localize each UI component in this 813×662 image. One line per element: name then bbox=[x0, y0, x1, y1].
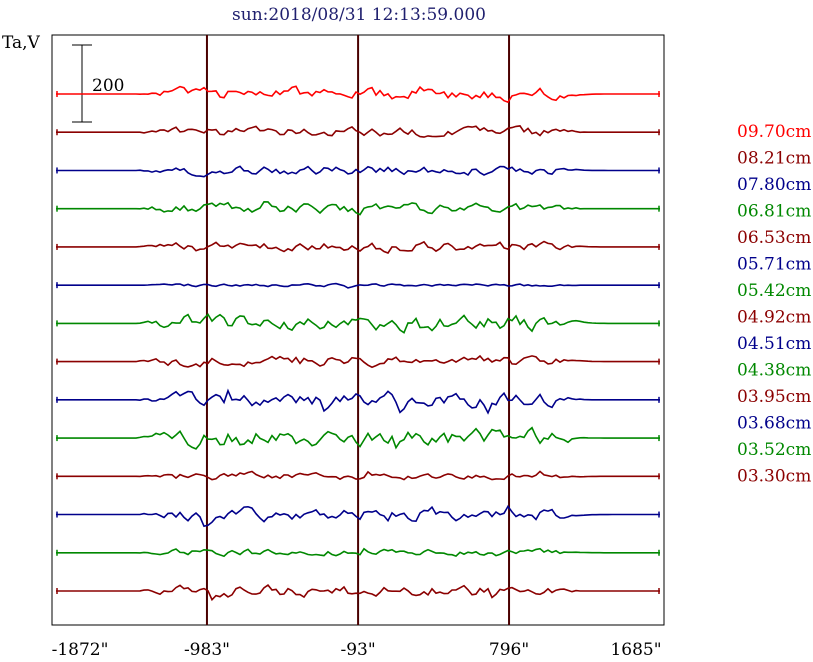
legend-entry-07.80cm: 07.80cm bbox=[737, 175, 811, 195]
series-line-05.71cm bbox=[56, 282, 660, 289]
legend-entry-03.30cm: 03.30cm bbox=[737, 467, 811, 487]
legend-entry-04.51cm: 04.51cm bbox=[737, 334, 811, 354]
series-line-03.30cm bbox=[56, 584, 660, 602]
series-line-07.80cm bbox=[56, 165, 660, 178]
x-tick-label-2: -93" bbox=[340, 640, 375, 660]
x-tick-labels: -1872" -983" -93" 796" 1685" bbox=[52, 640, 662, 660]
series-line-09.70cm bbox=[56, 85, 660, 104]
legend: 09.70cm 08.21cm 07.80cm 06.81cm 06.53cm 05.71… bbox=[737, 122, 811, 487]
series-line-06.53cm bbox=[56, 240, 660, 254]
series-line-03.68cm bbox=[56, 504, 660, 528]
series-line-04.51cm bbox=[56, 388, 660, 415]
legend-entry-06.81cm: 06.81cm bbox=[737, 202, 811, 222]
x-tick-label-0: -1872" bbox=[52, 640, 109, 660]
legend-entry-05.42cm: 05.42cm bbox=[737, 281, 811, 301]
chart-title: sun:2018/08/31 12:13:59.000 bbox=[232, 5, 486, 25]
legend-entry-03.95cm: 03.95cm bbox=[737, 387, 811, 407]
series-line-04.38cm bbox=[56, 426, 660, 450]
series-traces bbox=[56, 85, 660, 602]
legend-entry-09.70cm: 09.70cm bbox=[737, 122, 811, 142]
scale-bar: 200 bbox=[72, 44, 124, 123]
series-line-06.81cm bbox=[56, 200, 660, 216]
legend-entry-03.68cm: 03.68cm bbox=[737, 414, 811, 434]
x-tick-label-1: -983" bbox=[184, 640, 230, 660]
legend-entry-05.71cm: 05.71cm bbox=[737, 255, 811, 275]
series-line-03.95cm bbox=[56, 470, 660, 481]
series-line-04.92cm bbox=[56, 354, 660, 369]
series-line-03.52cm bbox=[56, 547, 660, 558]
vertical-markers bbox=[205, 35, 511, 625]
legend-entry-06.53cm: 06.53cm bbox=[737, 228, 811, 248]
legend-entry-03.52cm: 03.52cm bbox=[737, 440, 811, 460]
legend-entry-08.21cm: 08.21cm bbox=[737, 149, 811, 169]
x-tick-label-3: 796" bbox=[489, 640, 529, 660]
x-tick-label-4: 1685" bbox=[610, 640, 661, 660]
legend-entry-04.92cm: 04.92cm bbox=[737, 308, 811, 328]
series-line-08.21cm bbox=[56, 125, 660, 138]
series-line-05.42cm bbox=[56, 313, 660, 334]
scale-bar-label: 200 bbox=[92, 76, 124, 96]
legend-entry-04.38cm: 04.38cm bbox=[737, 361, 811, 381]
y-axis-label: Ta,V bbox=[2, 33, 41, 53]
